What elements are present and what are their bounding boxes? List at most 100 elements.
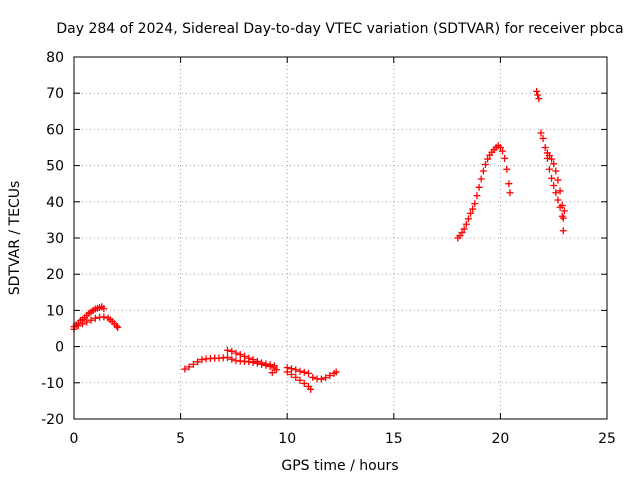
data-point: [503, 165, 511, 173]
x-tick-label: 0: [70, 431, 79, 447]
axis-ticks: 0 5 10 15 20 25 -20 -10 0 10 20 30 40 50 60 70 80: [41, 50, 616, 447]
data-point: [262, 361, 270, 369]
y-tick-label: 0: [55, 340, 64, 356]
data-point: [548, 155, 556, 163]
data-point: [189, 360, 197, 368]
data-point: [224, 353, 232, 361]
data-point: [477, 175, 485, 183]
data-point: [559, 214, 567, 222]
chart-title: Day 284 of 2024, Sidereal Day-to-day VTE…: [56, 21, 623, 37]
x-tick-label: 25: [598, 431, 616, 447]
data-point: [475, 183, 483, 191]
x-tick-label: 10: [278, 431, 296, 447]
data-point: [258, 360, 266, 368]
x-tick-label: 20: [491, 431, 509, 447]
data-point: [554, 196, 562, 204]
x-tick-label: 5: [176, 431, 185, 447]
data-point: [545, 151, 553, 159]
data-point: [322, 374, 330, 382]
data-point: [462, 220, 470, 228]
data-point: [253, 359, 261, 367]
data-point: [554, 176, 562, 184]
data-point: [479, 167, 487, 175]
data-point: [198, 356, 206, 364]
data-point: [332, 368, 340, 376]
data-point: [556, 187, 564, 195]
data-point: [499, 147, 507, 155]
series-segment-4: [533, 87, 568, 235]
data-point: [552, 189, 560, 197]
y-tick-label: 10: [46, 303, 64, 319]
data-point: [249, 359, 257, 367]
x-tick-label: 15: [385, 431, 403, 447]
data-point: [558, 201, 566, 209]
data-points: [70, 87, 568, 393]
x-axis-label: GPS time / hours: [281, 458, 398, 474]
data-point: [552, 167, 560, 175]
series-segment-2: [181, 346, 340, 393]
data-point: [232, 349, 240, 357]
data-point: [100, 305, 108, 313]
data-point: [287, 370, 295, 378]
series-segment-1: [70, 303, 122, 333]
data-point: [548, 174, 556, 182]
data-point: [539, 134, 547, 142]
y-tick-label: 80: [46, 50, 64, 66]
data-point: [541, 144, 549, 151]
data-point: [550, 182, 558, 190]
data-point: [268, 369, 276, 377]
data-point: [460, 225, 468, 233]
y-tick-label: 20: [46, 267, 64, 283]
data-point: [266, 363, 274, 371]
data-point: [309, 373, 317, 381]
data-point: [91, 314, 99, 322]
grid-lines: [74, 57, 607, 419]
data-point: [245, 358, 253, 366]
data-point: [464, 215, 472, 223]
data-point: [87, 316, 95, 324]
data-point: [317, 375, 325, 383]
data-point: [228, 355, 236, 363]
data-point: [296, 376, 304, 384]
y-tick-label: 60: [46, 122, 64, 138]
data-point: [113, 322, 121, 330]
data-point: [560, 207, 568, 215]
data-point: [292, 366, 300, 374]
data-point: [484, 155, 492, 163]
data-point: [550, 160, 558, 168]
data-point: [300, 368, 308, 376]
data-point: [535, 95, 543, 103]
data-point: [114, 323, 122, 331]
data-point: [236, 351, 244, 359]
data-point: [534, 91, 542, 99]
data-point: [224, 346, 232, 354]
y-tick-label: 40: [46, 195, 64, 211]
data-point: [307, 385, 315, 393]
data-point: [471, 200, 479, 208]
data-point: [300, 380, 308, 388]
data-point: [79, 320, 87, 328]
y-axis-label: SDTVAR / TECUs: [7, 181, 23, 296]
data-point: [458, 229, 466, 237]
data-point: [228, 347, 236, 355]
data-point: [296, 367, 304, 375]
data-point: [181, 365, 189, 373]
data-point: [505, 180, 513, 188]
data-point: [194, 358, 202, 366]
data-point: [473, 192, 481, 200]
data-point: [326, 372, 334, 380]
data-point: [83, 318, 91, 326]
data-point: [537, 129, 545, 137]
data-point: [559, 227, 567, 235]
data-point: [506, 189, 514, 197]
y-tick-label: -10: [41, 376, 64, 392]
data-point: [283, 368, 291, 376]
plot-frame: [73, 56, 608, 420]
data-point: [273, 366, 281, 374]
y-tick-label: -20: [41, 412, 64, 428]
data-point: [185, 363, 193, 371]
data-point: [501, 154, 509, 162]
data-point: [100, 313, 108, 321]
y-tick-label: 70: [46, 86, 64, 102]
